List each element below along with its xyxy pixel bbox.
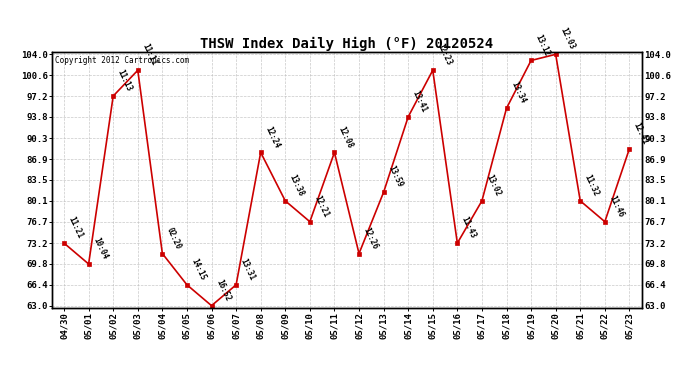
Text: 10:04: 10:04 [91,236,109,261]
Text: 12:21: 12:21 [313,194,331,219]
Text: 12:41: 12:41 [632,121,650,146]
Text: 13:02: 13:02 [484,173,502,198]
Text: 12:03: 12:03 [558,27,576,51]
Text: 16:52: 16:52 [214,278,232,303]
Text: 12:23: 12:23 [435,42,453,67]
Title: THSW Index Daily High (°F) 20120524: THSW Index Daily High (°F) 20120524 [200,37,493,51]
Text: 02:20: 02:20 [165,226,183,251]
Text: 13:31: 13:31 [239,257,257,282]
Text: 13:59: 13:59 [386,164,404,189]
Text: Copyright 2012 Cartronics.com: Copyright 2012 Cartronics.com [55,56,189,65]
Text: 12:08: 12:08 [337,124,355,149]
Text: 13:12: 13:12 [533,33,551,57]
Text: 11:13: 11:13 [116,68,134,93]
Text: 11:11: 11:11 [140,42,158,67]
Text: 14:15: 14:15 [189,257,207,282]
Text: 12:24: 12:24 [263,124,281,149]
Text: 13:34: 13:34 [509,81,527,105]
Text: 13:38: 13:38 [288,173,306,198]
Text: 11:43: 11:43 [460,215,477,240]
Text: 11:21: 11:21 [66,215,84,240]
Text: 11:32: 11:32 [582,173,600,198]
Text: 12:26: 12:26 [362,226,380,251]
Text: 11:46: 11:46 [607,194,625,219]
Text: 13:41: 13:41 [411,89,428,114]
